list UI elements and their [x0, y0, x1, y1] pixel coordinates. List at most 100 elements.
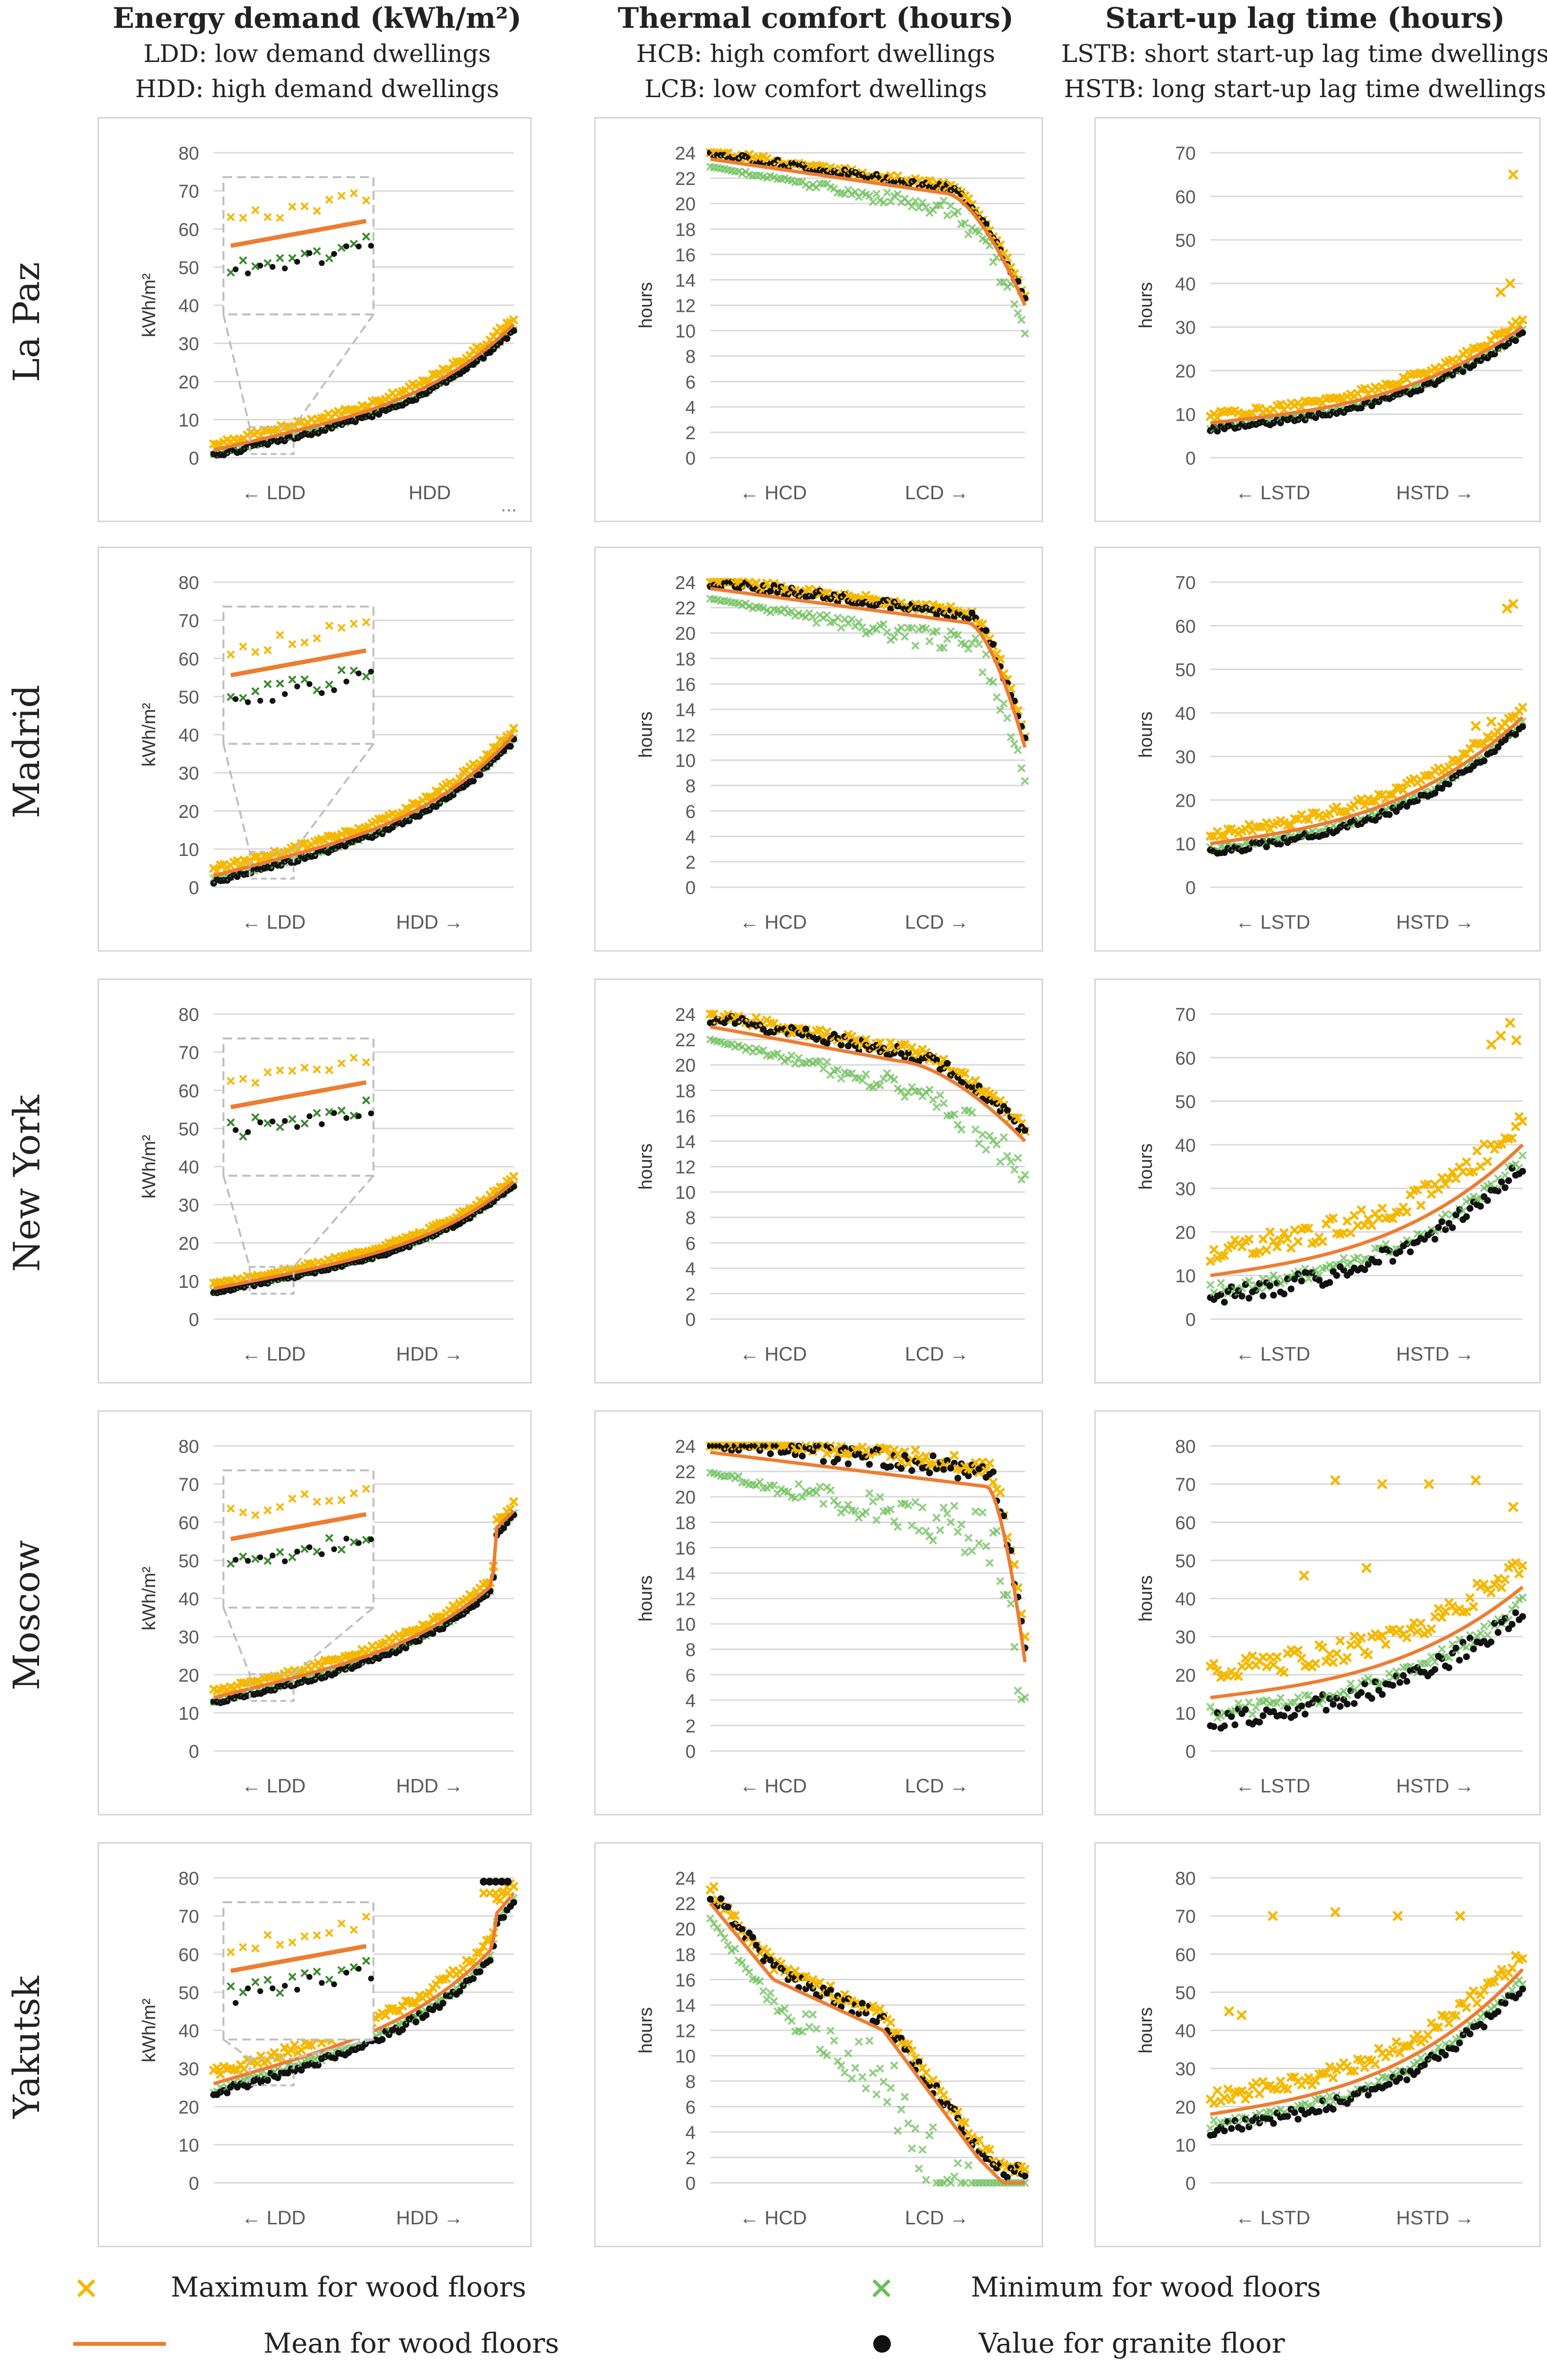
granite-point: [933, 2082, 940, 2090]
max-wood-point: [1332, 1648, 1342, 1659]
min-wood-point: [1014, 1687, 1022, 1695]
granite-point: [1519, 1613, 1526, 1620]
inset-min-point: [239, 1132, 247, 1141]
max-wood-point: [822, 1449, 832, 1459]
max-wood-outlier: [1495, 286, 1506, 298]
mean-wood-line: [710, 1450, 1027, 1663]
granite-point: [1477, 1202, 1484, 1210]
max-wood-point: [1468, 1166, 1479, 1177]
y-tick-label: 80: [179, 1869, 199, 1889]
x-axis-label-right: LCD →: [905, 1775, 969, 1797]
chart-panel-comfort-madrid: 0 2 4 6 8 10 12 14 16 18 20 22 24 hours ← HCD LCD →: [594, 547, 1043, 952]
max-wood-point: [1272, 1242, 1282, 1252]
max-wood-point: [960, 2118, 970, 2128]
inset-max-point: [288, 202, 297, 211]
min-wood-point: [812, 619, 821, 627]
min-wood-point: [854, 2037, 863, 2046]
max-wood-point: [411, 1998, 421, 2008]
granite-point: [1428, 1229, 1435, 1236]
y-tick-label: 0: [685, 1310, 696, 1330]
max-wood-outlier: [1486, 716, 1497, 727]
max-wood-point: [1258, 1234, 1268, 1244]
x-axis-label-right: HSTD →: [1396, 912, 1474, 933]
max-wood-point: [306, 2040, 317, 2050]
granite-point: [954, 1474, 962, 1482]
zoom-connector: [293, 2038, 374, 2060]
y-tick-label: 2: [685, 853, 696, 873]
min-wood-point: [989, 678, 998, 687]
max-wood-outlier: [1486, 1039, 1497, 1050]
inset-max-point: [337, 191, 346, 200]
granite-point: [1284, 2113, 1291, 2120]
inset-min-point: [251, 1978, 260, 1987]
min-wood-point: [918, 1503, 927, 1512]
max-wood-point: [1265, 1652, 1275, 1662]
mean-wood-line: [213, 1180, 515, 1290]
y-tick-label: 50: [179, 1551, 199, 1571]
min-wood-point: [975, 227, 984, 236]
min-wood-point: [798, 1492, 806, 1501]
y-tick-label: 30: [1175, 1179, 1196, 1200]
min-wood-point: [975, 1539, 984, 1547]
y-tick-label: 16: [675, 674, 696, 695]
min-wood-point: [872, 2090, 881, 2099]
inset-max-point: [276, 214, 284, 222]
y-tick-label: 70: [1175, 1475, 1196, 1495]
legend-mean-wood: Mean for wood floors: [73, 2328, 559, 2360]
column-header-comfort: Thermal comfort (hours) HCB: high comfor…: [572, 0, 1060, 106]
x-axis-label-right: HDD →: [396, 912, 463, 933]
min-wood-point: [897, 2105, 905, 2114]
min-wood-point: [1014, 309, 1022, 318]
min-wood-point: [1021, 1693, 1029, 1702]
granite-point: [1228, 1713, 1235, 1720]
inset-granite-point: [368, 1975, 374, 1982]
min-wood-point: [953, 631, 962, 639]
y-tick-label: 70: [179, 611, 199, 631]
y-tick-label: 20: [1175, 1222, 1196, 1243]
y-tick-label: 10: [179, 410, 199, 431]
min-wood-point: [1014, 1154, 1022, 1162]
max-wood-point: [988, 1091, 998, 1100]
y-tick-label: 50: [179, 1983, 199, 2003]
max-wood-point: [1262, 1245, 1271, 1255]
granite-point: [1281, 1712, 1288, 1720]
min-wood-point: [837, 2061, 845, 2070]
inset-min-point: [362, 1536, 370, 1544]
granite-point: [503, 335, 511, 342]
max-wood-point: [1244, 819, 1254, 830]
inset-max-point: [251, 1944, 260, 1953]
inset-min-point: [362, 672, 370, 681]
max-wood-point: [1475, 1161, 1486, 1172]
y-tick-label: 4: [685, 827, 696, 848]
y-tick-label: 0: [685, 448, 696, 469]
granite-point: [1403, 1678, 1410, 1685]
inset-max-point: [300, 638, 309, 647]
granite-point: [1210, 1723, 1218, 1730]
min-wood-point: [876, 2064, 884, 2073]
min-wood-point: [925, 2131, 934, 2140]
granite-point: [1452, 2046, 1460, 2053]
y-tick-label: 18: [675, 220, 696, 240]
y-tick-label: 24: [675, 143, 696, 164]
y-tick-label: 10: [179, 1704, 199, 1724]
granite-point: [1498, 1178, 1505, 1185]
y-tick-label: 70: [1175, 573, 1196, 593]
y-tick-label: 0: [1185, 878, 1196, 898]
inset-max-point: [349, 189, 358, 198]
inset-min-point: [276, 1989, 284, 1997]
granite-point: [968, 609, 976, 616]
max-wood-point: [1286, 820, 1296, 830]
min-wood-point: [1294, 1693, 1303, 1702]
y-tick-label: 40: [179, 726, 199, 746]
inset-granite-point: [245, 1985, 251, 1992]
max-wood-point: [1433, 2022, 1444, 2032]
inset-min-point: [300, 249, 309, 258]
x-axis-label-right: LCD →: [905, 1343, 969, 1365]
zoom-source-box: [248, 2057, 295, 2087]
y-tick-label: 16: [675, 1970, 696, 1991]
min-wood-point: [833, 1501, 842, 1509]
max-wood-point: [1497, 1139, 1507, 1149]
inset-granite-point: [343, 678, 350, 685]
y-tick-label: 20: [1175, 361, 1196, 382]
min-wood-point: [794, 1054, 803, 1062]
